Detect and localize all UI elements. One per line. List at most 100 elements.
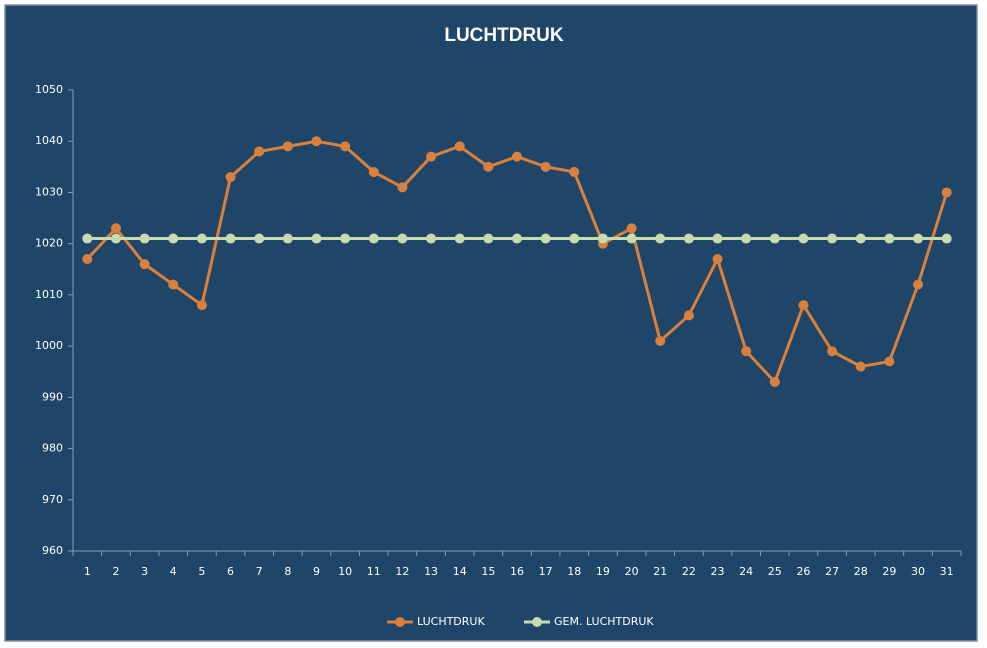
chart-frame bbox=[4, 4, 978, 642]
x-tick-label: 5 bbox=[198, 565, 205, 578]
data-point bbox=[827, 346, 838, 357]
data-point bbox=[368, 166, 379, 177]
x-tick-label: 30 bbox=[911, 565, 925, 578]
x-tick-label: 24 bbox=[739, 565, 753, 578]
x-tick-label: 20 bbox=[625, 565, 639, 578]
x-tick-label: 23 bbox=[711, 565, 725, 578]
data-point bbox=[512, 233, 522, 244]
x-tick-label: 7 bbox=[256, 565, 263, 578]
data-point bbox=[254, 233, 265, 244]
legend-label: GEM. LUCHTDRUK bbox=[554, 615, 654, 628]
data-point bbox=[827, 233, 838, 244]
data-point bbox=[855, 233, 866, 244]
x-tick-label: 16 bbox=[510, 565, 524, 578]
x-tick-label: 11 bbox=[367, 565, 381, 578]
x-tick-label: 3 bbox=[141, 565, 148, 578]
y-tick-label: 970 bbox=[42, 493, 63, 506]
data-point bbox=[655, 335, 666, 346]
data-point bbox=[769, 233, 780, 244]
x-tick-label: 27 bbox=[825, 565, 839, 578]
data-point bbox=[454, 233, 465, 244]
data-point bbox=[483, 233, 494, 244]
data-point bbox=[340, 141, 351, 152]
data-point bbox=[712, 233, 723, 244]
data-point bbox=[626, 233, 637, 244]
x-tick-label: 1 bbox=[84, 565, 91, 578]
x-tick-label: 17 bbox=[539, 565, 553, 578]
x-tick-label: 13 bbox=[424, 565, 438, 578]
data-point bbox=[597, 233, 608, 244]
x-tick-label: 10 bbox=[338, 565, 352, 578]
x-tick-label: 21 bbox=[653, 565, 667, 578]
data-point bbox=[454, 141, 465, 152]
data-point bbox=[311, 233, 322, 244]
data-point bbox=[225, 233, 236, 244]
x-tick-label: 25 bbox=[768, 565, 782, 578]
y-tick-label: 980 bbox=[42, 442, 63, 455]
data-point bbox=[139, 233, 150, 244]
data-point bbox=[941, 187, 952, 198]
x-tick-label: 12 bbox=[395, 565, 409, 578]
data-point bbox=[426, 233, 437, 244]
data-point bbox=[540, 233, 551, 244]
x-tick-label: 9 bbox=[313, 565, 320, 578]
data-point bbox=[741, 346, 752, 357]
data-point bbox=[913, 279, 924, 290]
data-point bbox=[769, 376, 780, 387]
data-point bbox=[426, 151, 437, 162]
x-tick-label: 15 bbox=[481, 565, 495, 578]
data-point bbox=[340, 233, 351, 244]
legend-marker bbox=[532, 617, 542, 627]
data-point bbox=[655, 233, 666, 244]
data-point bbox=[397, 233, 408, 244]
data-point bbox=[941, 233, 952, 244]
data-point bbox=[626, 223, 637, 234]
data-point bbox=[397, 182, 408, 193]
x-tick-label: 2 bbox=[112, 565, 119, 578]
legend-label: LUCHTDRUK bbox=[417, 615, 485, 628]
data-point bbox=[110, 233, 121, 244]
y-tick-label: 1010 bbox=[35, 288, 63, 301]
data-point bbox=[741, 233, 752, 244]
x-tick-label: 14 bbox=[453, 565, 467, 578]
x-tick-label: 22 bbox=[682, 565, 696, 578]
y-tick-label: 1050 bbox=[35, 83, 63, 96]
data-point bbox=[884, 356, 895, 367]
y-tick-label: 1030 bbox=[35, 185, 63, 198]
data-point bbox=[225, 172, 236, 183]
data-point bbox=[683, 233, 694, 244]
data-point bbox=[168, 233, 179, 244]
legend-marker bbox=[395, 617, 405, 627]
data-point bbox=[540, 161, 551, 172]
data-point bbox=[483, 161, 494, 172]
data-point bbox=[569, 166, 580, 177]
data-point bbox=[712, 254, 723, 265]
x-tick-label: 26 bbox=[796, 565, 810, 578]
data-point bbox=[683, 310, 694, 321]
y-tick-label: 990 bbox=[42, 390, 63, 403]
data-point bbox=[368, 233, 379, 244]
x-tick-label: 8 bbox=[284, 565, 291, 578]
x-tick-label: 29 bbox=[882, 565, 896, 578]
x-tick-label: 18 bbox=[567, 565, 581, 578]
data-point bbox=[569, 233, 580, 244]
data-point bbox=[282, 233, 293, 244]
data-point bbox=[311, 136, 322, 147]
data-point bbox=[254, 146, 265, 157]
x-tick-label: 4 bbox=[170, 565, 177, 578]
chart-title: LUCHTDRUK bbox=[444, 25, 564, 46]
data-point bbox=[798, 233, 809, 244]
data-point bbox=[855, 361, 866, 372]
data-point bbox=[884, 233, 895, 244]
y-tick-label: 960 bbox=[42, 544, 63, 557]
data-point bbox=[196, 233, 207, 244]
data-point bbox=[798, 300, 809, 311]
data-point bbox=[168, 279, 179, 290]
x-tick-label: 6 bbox=[227, 565, 234, 578]
data-point bbox=[512, 151, 522, 162]
data-point bbox=[196, 300, 207, 311]
x-tick-label: 19 bbox=[596, 565, 610, 578]
data-point bbox=[139, 259, 150, 270]
